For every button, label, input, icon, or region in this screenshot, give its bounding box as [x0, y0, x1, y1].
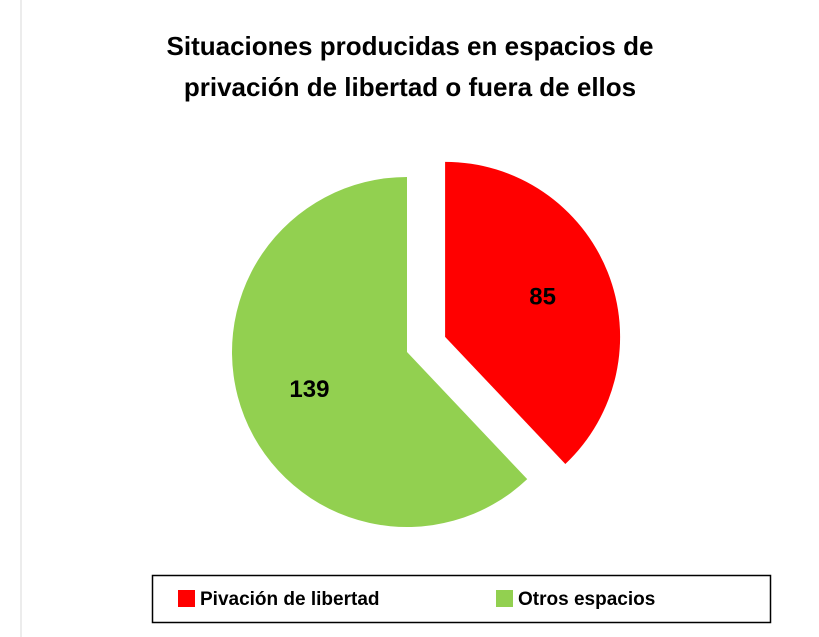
- legend-swatch: [178, 590, 195, 607]
- chart-title: Situaciones producidas en espacios de pr…: [166, 31, 654, 102]
- legend-label: Otros espacios: [518, 589, 655, 610]
- data-label: 85: [529, 283, 556, 310]
- legend-swatch: [496, 590, 513, 607]
- data-label: 139: [289, 376, 329, 403]
- legend-box: [151, 574, 772, 624]
- pie-slice: [232, 177, 528, 528]
- pie-slice: [445, 161, 621, 465]
- legend-label: Pivación de libertad: [200, 589, 380, 610]
